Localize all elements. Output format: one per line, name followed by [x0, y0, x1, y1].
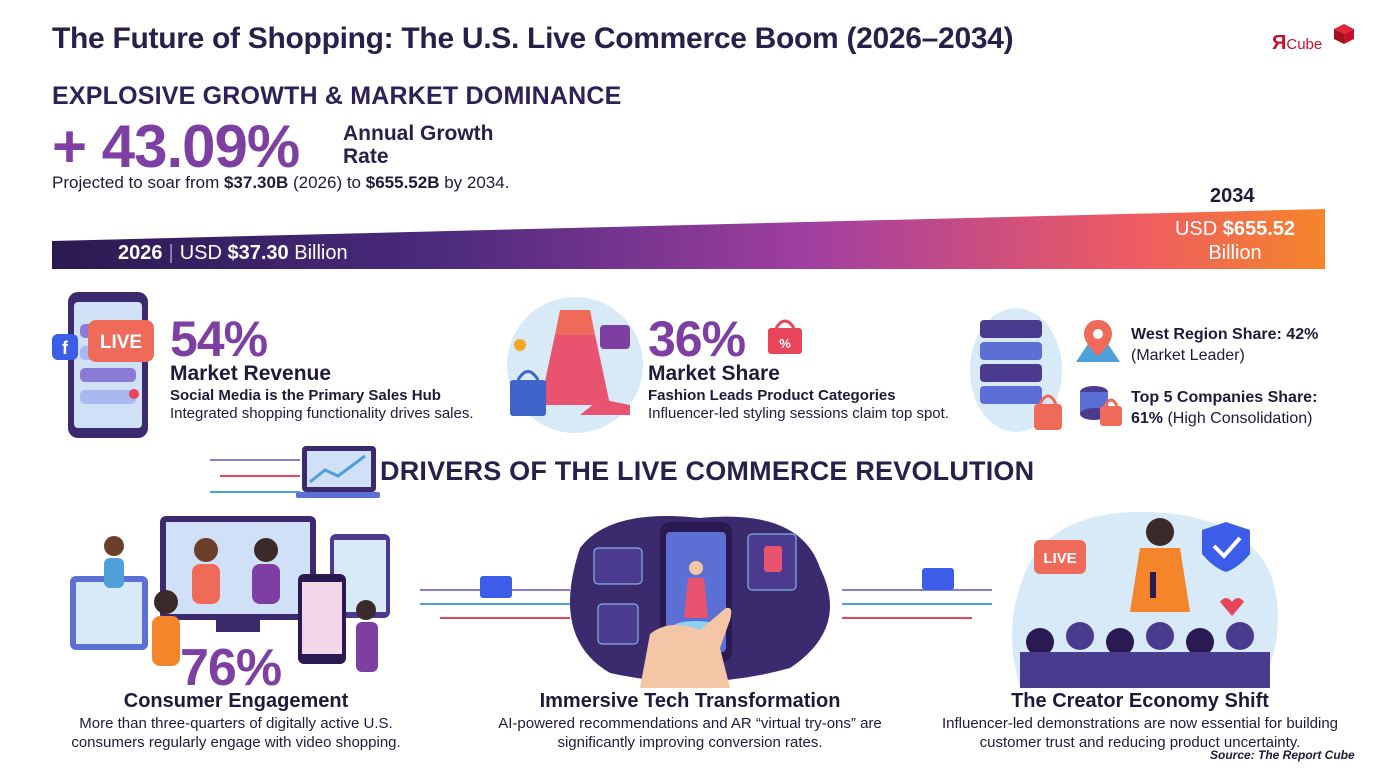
fashion-items-icon [507, 297, 643, 433]
video-shopping-crowd-icon [70, 516, 390, 672]
stat-value-revenue: 54% [170, 311, 268, 367]
svg-text:%: % [779, 336, 791, 351]
source-note: Source: The Report Cube [1210, 748, 1355, 762]
stat-heading-share: Market Share [648, 362, 780, 385]
svg-text:f: f [62, 338, 69, 358]
bar-start-label: 2026 | USD $37.30 Billion [118, 242, 348, 264]
database-lock-icon [1080, 386, 1122, 426]
growth-bar [52, 209, 1325, 269]
server-stack-icon [970, 308, 1062, 432]
growth-rate-label: Annual Growth Rate [343, 122, 494, 168]
stat-heading-revenue: Market Revenue [170, 362, 332, 385]
page-title: The Future of Shopping: The U.S. Live Co… [52, 22, 1014, 55]
ar-phone-icon [570, 516, 830, 688]
stat-description-share: Influencer-led styling sessions claim to… [648, 405, 949, 422]
cube-icon [1334, 24, 1354, 44]
bar-end-year: 2034 [1210, 185, 1255, 207]
circuit-connector-icon [420, 576, 570, 619]
top5-companies-share: Top 5 Companies Share: 61% (High Consoli… [1131, 389, 1318, 427]
live-phone-icon: LIVE f [52, 292, 154, 438]
card-title-immersive-tech: Immersive Tech Transformation [539, 690, 841, 712]
map-pin-icon [1076, 320, 1120, 362]
card-description-immersive-tech: AI-powered recommendations and AR “virtu… [498, 715, 882, 751]
section-title-growth: EXPLOSIVE GROWTH & MARKET DOMINANCE [52, 82, 622, 110]
logo-word: Cube [1286, 36, 1323, 53]
laptop-chart-icon [210, 446, 380, 498]
card-description-creator-economy: Influencer-led demonstrations are now es… [941, 715, 1339, 751]
svg-text:LIVE: LIVE [100, 332, 142, 353]
card-description-engagement: More than three-quarters of digitally ac… [71, 715, 401, 751]
projection-text: Projected to soar from $37.30B (2026) to… [52, 173, 510, 192]
stat-subheading-revenue: Social Media is the Primary Sales Hub [170, 387, 441, 404]
brand-logo: ЯCube [1272, 24, 1362, 64]
creator-live-icon: LIVE [1012, 512, 1278, 688]
shopping-bag-icon: % [768, 319, 802, 354]
card-title-engagement: Consumer Engagement [123, 690, 349, 712]
stat-subheading-share: Fashion Leads Product Categories [648, 387, 896, 404]
card-title-creator-economy: The Creator Economy Shift [1011, 690, 1269, 712]
growth-rate: + 43.09% [52, 113, 300, 180]
drivers-title: DRIVERS OF THE LIVE COMMERCE REVOLUTION [380, 456, 1035, 486]
logo-letter: Я [1272, 32, 1287, 54]
bar-end-label: USD $655.52 Billion [1174, 218, 1296, 264]
engagement-value: 76% [180, 639, 282, 697]
svg-text:LIVE: LIVE [1043, 550, 1076, 567]
circuit-connector-icon [842, 568, 992, 619]
region-west-share: West Region Share: 42% (Market Leader) [1131, 326, 1319, 364]
stat-description-revenue: Integrated shopping functionality drives… [170, 405, 474, 422]
stat-value-share: 36% [648, 311, 746, 367]
